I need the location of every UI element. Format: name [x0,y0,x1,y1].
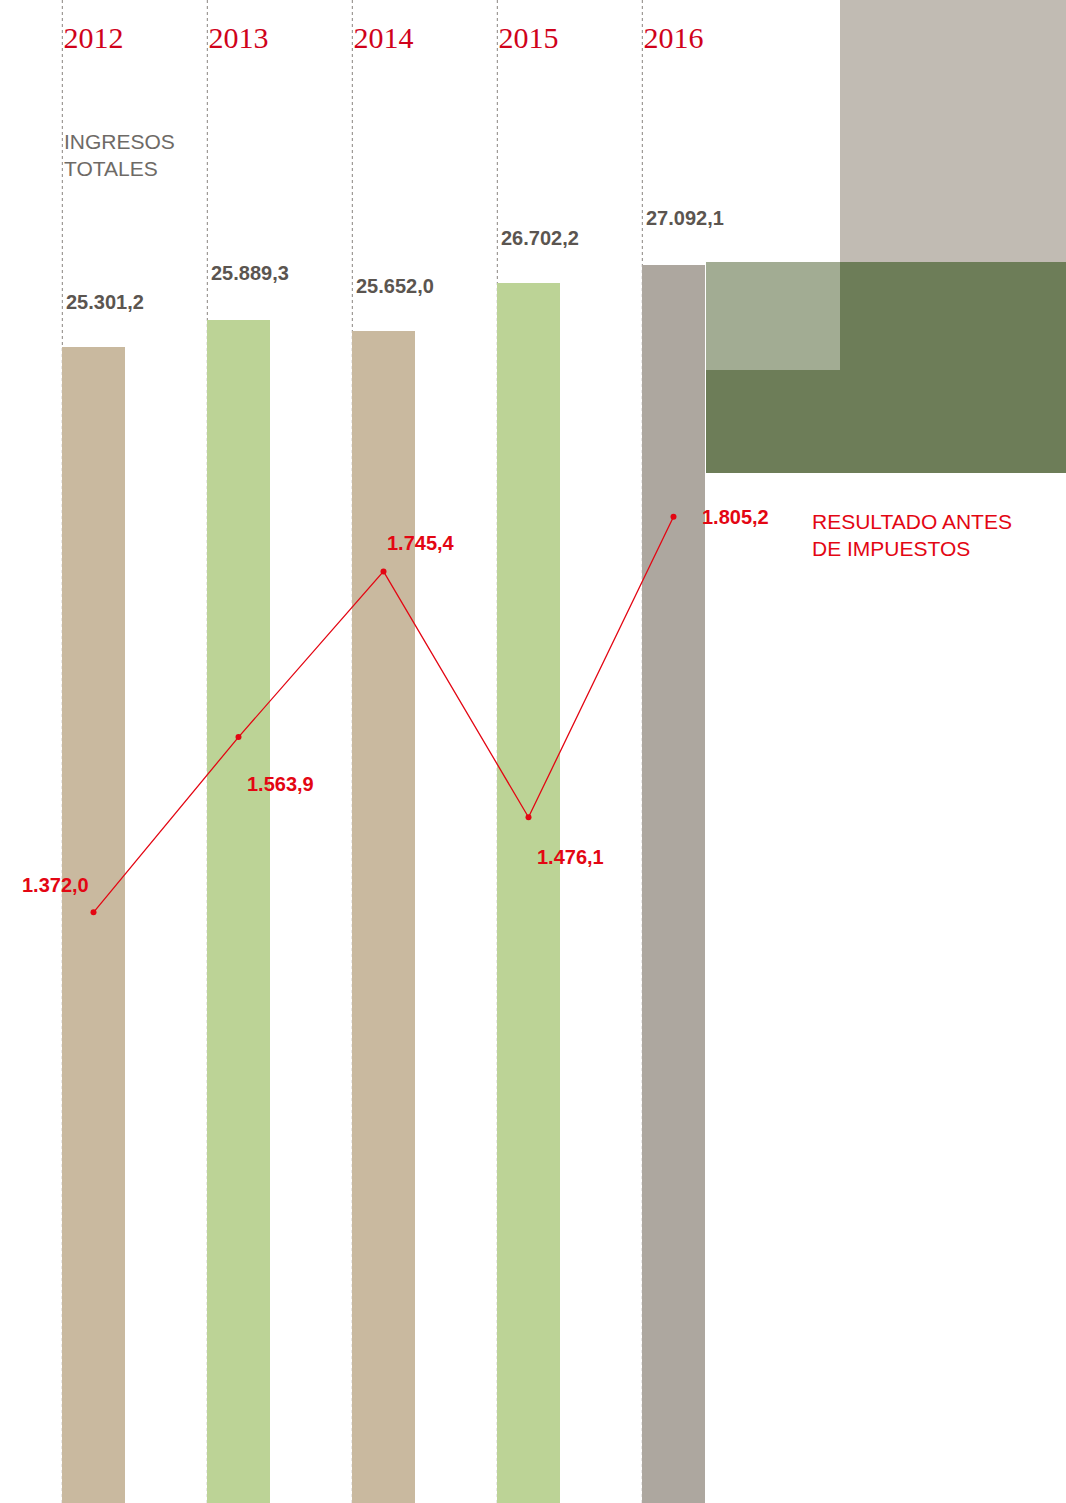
svg-text:25.301,2: 25.301,2 [66,291,144,313]
svg-text:25.652,0: 25.652,0 [356,275,434,297]
svg-text:26.702,2: 26.702,2 [501,227,579,249]
svg-text:27.092,1: 27.092,1 [646,207,724,229]
svg-text:1.476,1: 1.476,1 [537,846,604,868]
svg-text:1.805,2: 1.805,2 [702,506,769,528]
svg-text:2014: 2014 [354,21,414,54]
svg-text:1.372,0: 1.372,0 [22,874,89,896]
svg-text:1.563,9: 1.563,9 [247,773,314,795]
svg-text:25.889,3: 25.889,3 [211,262,289,284]
svg-text:2013: 2013 [209,21,269,54]
svg-text:INGRESOSTOTALES: INGRESOSTOTALES [64,130,175,180]
svg-text:1.745,4: 1.745,4 [387,532,455,554]
svg-text:2012: 2012 [64,21,124,54]
svg-text:2016: 2016 [644,21,704,54]
svg-text:RESULTADO ANTESDE IMPUESTOS: RESULTADO ANTESDE IMPUESTOS [812,510,1012,560]
svg-text:2015: 2015 [499,21,559,54]
